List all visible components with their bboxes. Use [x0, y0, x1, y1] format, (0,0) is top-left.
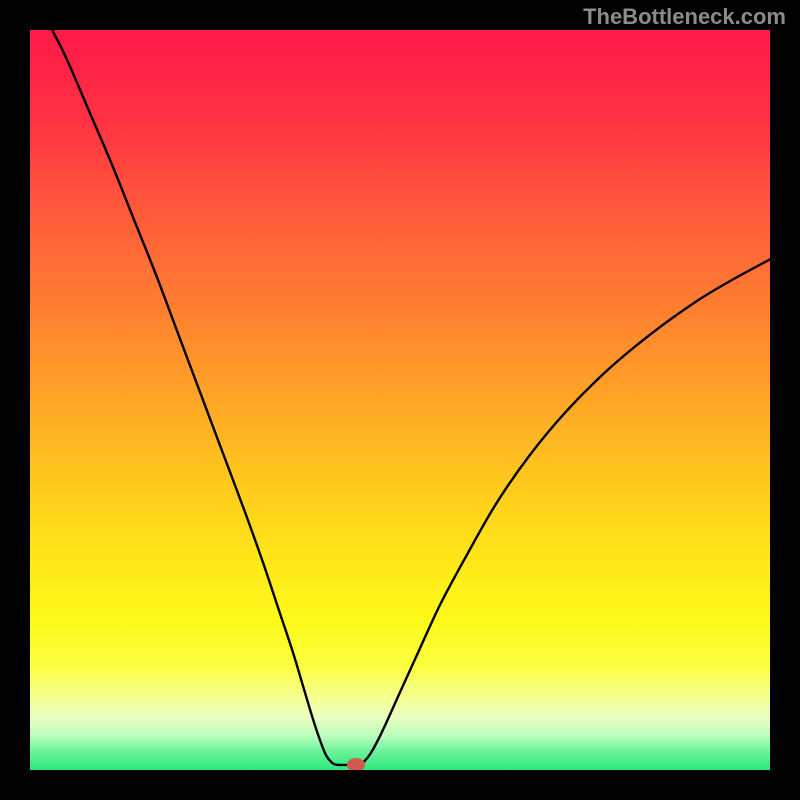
minimum-marker — [347, 758, 365, 770]
bottleneck-curve — [30, 30, 770, 770]
plot-area — [30, 30, 770, 770]
watermark-text: TheBottleneck.com — [583, 4, 786, 30]
chart-frame: TheBottleneck.com — [0, 0, 800, 800]
